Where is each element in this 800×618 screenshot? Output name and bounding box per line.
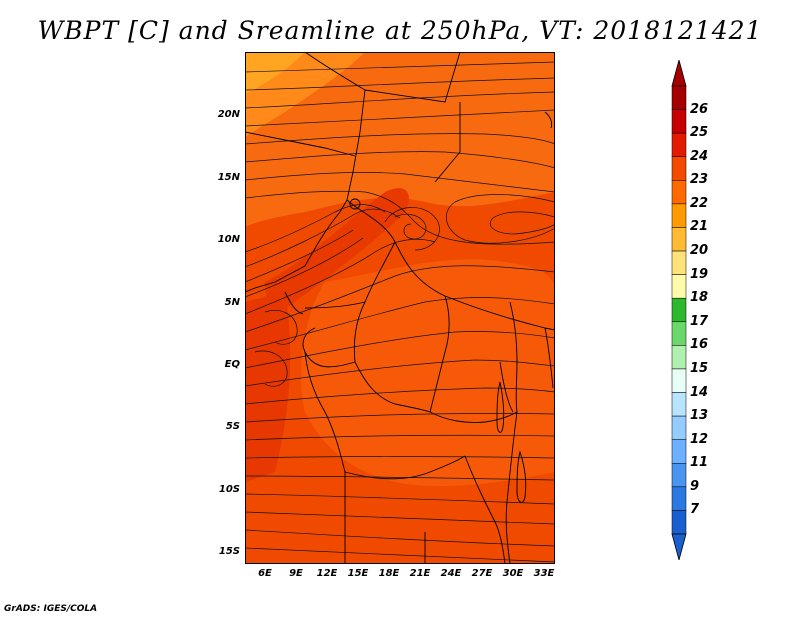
xlabel-15e: 15E xyxy=(347,568,369,579)
colorbar-label: 15 xyxy=(690,360,709,376)
ylabel-20n: 20N xyxy=(217,109,240,120)
colorbar-segment xyxy=(671,203,687,228)
ylabel-10s: 10S xyxy=(218,484,240,495)
colorbar-top-arrow xyxy=(671,60,687,87)
wbpt-region-central xyxy=(301,259,555,487)
colorbar-segment xyxy=(671,439,687,464)
colorbar-segment xyxy=(671,463,687,488)
ylabel-5n: 5N xyxy=(224,297,240,308)
colorbar-segment xyxy=(671,486,687,511)
colorbar-label: 18 xyxy=(690,290,709,306)
colorbar-segment xyxy=(671,345,687,370)
colorbar-segment xyxy=(671,250,687,275)
colorbar-label: 24 xyxy=(690,148,709,164)
colorbar-segment xyxy=(671,109,687,134)
xlabel-6e: 6E xyxy=(258,568,272,579)
colorbar-segment xyxy=(671,368,687,393)
xlabel-9e: 9E xyxy=(289,568,303,579)
colorbar-segment xyxy=(671,274,687,299)
colorbar-segment xyxy=(671,180,687,205)
colorbar-label: 7 xyxy=(690,502,700,518)
wbpt-region-southwest xyxy=(245,292,291,482)
colorbar-label: 26 xyxy=(690,101,709,117)
colorbar-segment xyxy=(671,321,687,346)
xlabel-24e: 24E xyxy=(440,568,462,579)
ylabel-15s: 15S xyxy=(218,546,240,557)
colorbar-label: 19 xyxy=(690,266,709,282)
colorbar-label: 20 xyxy=(690,243,709,259)
ylabel-5s: 5S xyxy=(225,421,240,432)
xlabel-27e: 27E xyxy=(471,568,493,579)
colorbar xyxy=(671,60,687,560)
colorbar-bottom-arrow xyxy=(671,533,687,560)
colorbar-segment xyxy=(671,132,687,157)
colorbar-label: 12 xyxy=(690,431,709,447)
colorbar-label: 17 xyxy=(690,313,709,329)
colorbar-segment xyxy=(671,415,687,440)
map-panel xyxy=(245,52,555,564)
colorbar-label: 25 xyxy=(690,125,709,141)
xlabel-30e: 30E xyxy=(502,568,524,579)
ylabel-15n: 15N xyxy=(217,172,240,183)
colorbar-segment xyxy=(671,510,687,535)
ylabel-eq: EQ xyxy=(224,359,240,370)
colorbar-label: 23 xyxy=(690,172,709,188)
colorbar-label: 16 xyxy=(690,337,709,353)
colorbar-segment xyxy=(671,392,687,417)
colorbar-label: 14 xyxy=(690,384,709,400)
credit-label: GrADS: IGES/COLA xyxy=(4,604,98,614)
colorbar-label: 22 xyxy=(690,195,709,211)
xlabel-12e: 12E xyxy=(316,568,338,579)
country-borders xyxy=(245,52,555,564)
lakes xyxy=(349,111,553,503)
colorbar-label: 13 xyxy=(690,408,709,424)
colorbar-segment xyxy=(671,85,687,110)
ylabel-10n: 10N xyxy=(217,234,240,245)
colorbar-segment xyxy=(671,297,687,323)
colorbar-label: 21 xyxy=(690,219,709,235)
wbpt-region-north xyxy=(245,52,555,227)
xlabel-33e: 33E xyxy=(533,568,555,579)
colorbar-segment xyxy=(671,227,687,252)
wbpt-region-yellow xyxy=(245,52,305,94)
map-title: WBPT [C] and Sreamline at 250hPa, VT: 20… xyxy=(37,16,763,45)
xlabel-21e: 21E xyxy=(409,568,431,579)
xlabel-18e: 18E xyxy=(378,568,400,579)
colorbar-segment xyxy=(671,156,687,181)
colorbar-label: 9 xyxy=(690,478,700,494)
colorbar-label: 11 xyxy=(690,455,709,471)
